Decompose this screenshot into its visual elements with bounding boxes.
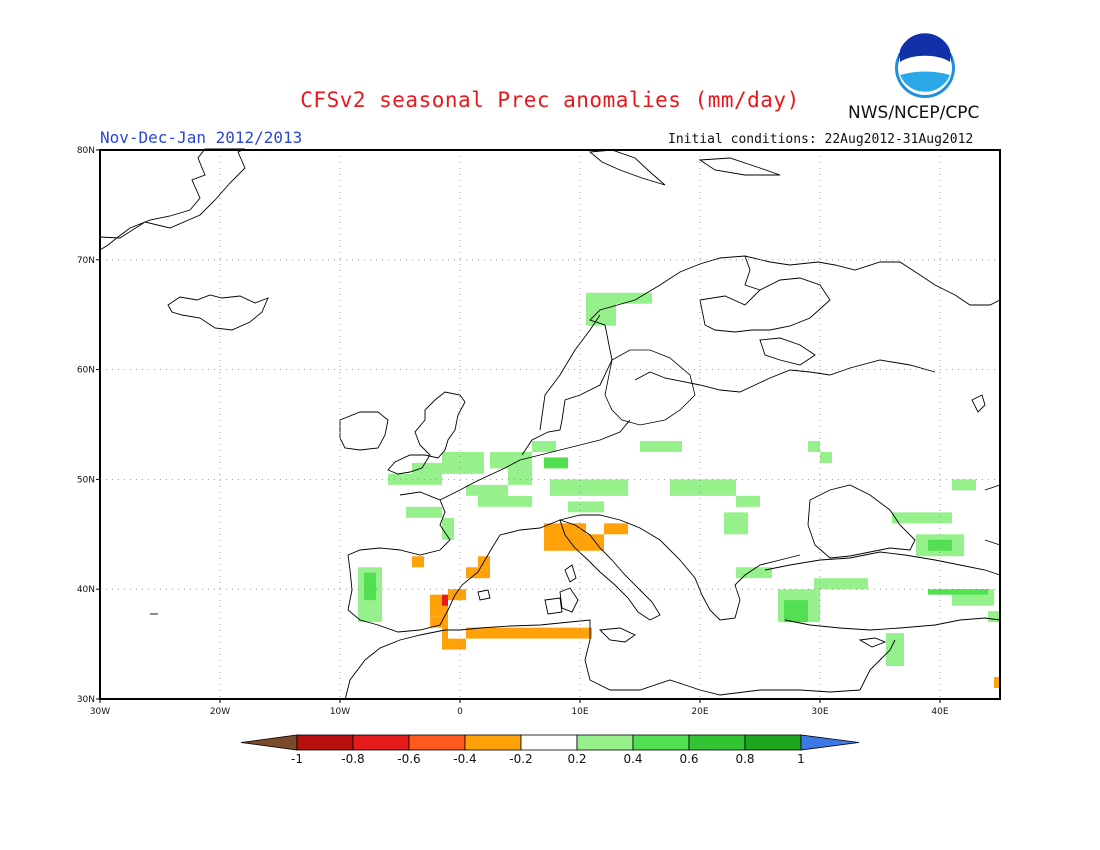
colorbar-label: -0.4 [453, 752, 476, 766]
anomaly-cell-10 [550, 479, 628, 496]
colorbar-swatch-0 [296, 734, 354, 751]
agency-label: NWS/NCEP/CPC [848, 103, 980, 123]
anomaly-cell-27 [586, 292, 616, 326]
colorbar-label: 0.4 [623, 752, 642, 766]
lat-tick-label: 80N [77, 146, 95, 156]
anomaly-cell-15 [724, 512, 748, 535]
anomaly-cell-24 [988, 611, 1000, 623]
anomaly-cell-14 [736, 495, 760, 507]
colorbar-swatch-5 [576, 734, 634, 751]
colorbar-label: -0.6 [397, 752, 420, 766]
anomaly-cell-28 [616, 292, 652, 304]
colorbar-arrow-high [800, 734, 860, 751]
anomaly-cell-16 [736, 567, 772, 579]
anomaly-cell-37 [604, 523, 628, 535]
initial-conditions-label: Initial conditions: 22Aug2012-31Aug2012 [668, 132, 974, 147]
colorbar-swatch-4 [520, 734, 578, 751]
period-label: Nov-Dec-Jan 2012/2013 [100, 128, 303, 147]
colorbar: -1 -0.8 -0.6 -0.4 -0.2 0.2 0.4 0.6 0.8 1 [240, 734, 860, 766]
anomaly-cell-31 [784, 600, 808, 623]
anomaly-cell-38 [412, 556, 424, 568]
colorbar-label: 0.2 [567, 752, 586, 766]
lat-tick-label: 40N [77, 585, 95, 595]
colorbar-swatch-2 [408, 734, 466, 751]
lon-tick-label: 40E [931, 707, 948, 717]
colorbar-swatch-3 [464, 734, 522, 751]
anomaly-cell-36 [586, 534, 604, 551]
anomaly-cell-34 [544, 457, 568, 469]
noaa-logo-text: NOAA [912, 56, 938, 65]
lat-tick-label: 70N [77, 256, 95, 266]
anomaly-cell-0 [412, 462, 442, 485]
anomaly-cell-1 [442, 451, 484, 474]
anomaly-cell-33 [928, 589, 988, 595]
anomaly-cell-8 [532, 440, 556, 452]
anomaly-cell-4 [442, 517, 454, 540]
lon-tick-label: 0 [457, 707, 463, 717]
anomaly-cell-18 [820, 451, 832, 463]
anomaly-cell-17 [808, 440, 820, 452]
lat-tick-label: 30N [77, 695, 95, 705]
colorbar-label: 0.8 [735, 752, 754, 766]
anomaly-cell-19 [814, 578, 868, 590]
coastlines [99, 148, 1001, 701]
anomaly-cell-26 [886, 633, 904, 667]
colorbar-swatch-7 [688, 734, 746, 751]
anomaly-cell-6 [478, 495, 532, 507]
anomaly-cell-49 [442, 594, 448, 606]
colorbar-label: -1 [291, 752, 303, 766]
colorbar-label: 1 [797, 752, 805, 766]
chart-title: CFSv2 seasonal Prec anomalies (mm/day) [300, 88, 800, 112]
map-frame [99, 149, 1001, 700]
anomaly-cell-3 [406, 506, 442, 518]
lon-tick-label: 30E [811, 707, 828, 717]
anomaly-cell-7 [490, 451, 532, 469]
anomaly-cell-43 [430, 616, 442, 628]
anomaly-cell-46 [466, 627, 592, 639]
anomaly-cell-25 [952, 479, 976, 491]
colorbar-label: -0.2 [509, 752, 532, 766]
anomaly-cell-21 [892, 512, 952, 524]
colorbar-swatch-8 [744, 734, 802, 751]
anomaly-cell-30 [364, 572, 376, 601]
anomaly-cell-9 [508, 468, 532, 485]
anomaly-cell-12 [640, 440, 682, 452]
anomaly-cell-13 [670, 479, 736, 496]
axis-ticks: 30W 20W 10W 0 10E 20E 30E 40E 30N 40N 50N 60N 70N 80N [77, 146, 949, 717]
noaa-logo: NOAA [895, 33, 955, 98]
lon-tick-label: 30W [90, 707, 110, 717]
lon-tick-label: 10W [330, 707, 350, 717]
lon-tick-label: 20W [210, 707, 230, 717]
anomaly-cell-41 [448, 589, 466, 601]
anomaly-cell-44 [442, 611, 448, 639]
anomaly-cell-48 [994, 677, 1000, 689]
colorbar-label: 0.6 [679, 752, 698, 766]
colorbar-label: -0.8 [341, 752, 364, 766]
lat-tick-label: 50N [77, 475, 95, 485]
anomaly-cell-39 [466, 567, 490, 579]
colorbar-arrow-low [240, 734, 298, 751]
colorbar-swatch-1 [352, 734, 410, 751]
lat-tick-label: 60N [77, 366, 95, 376]
anomaly-cell-32 [928, 539, 952, 551]
lon-tick-label: 10E [571, 707, 588, 717]
lon-tick-label: 20E [691, 707, 708, 717]
lat-lon-grid [100, 150, 1000, 699]
anomaly-cell-45 [442, 638, 466, 650]
colorbar-swatch-6 [632, 734, 690, 751]
anomaly-cell-11 [568, 501, 604, 513]
anomaly-cell-5 [466, 484, 508, 496]
anomaly-cells [358, 292, 1000, 689]
